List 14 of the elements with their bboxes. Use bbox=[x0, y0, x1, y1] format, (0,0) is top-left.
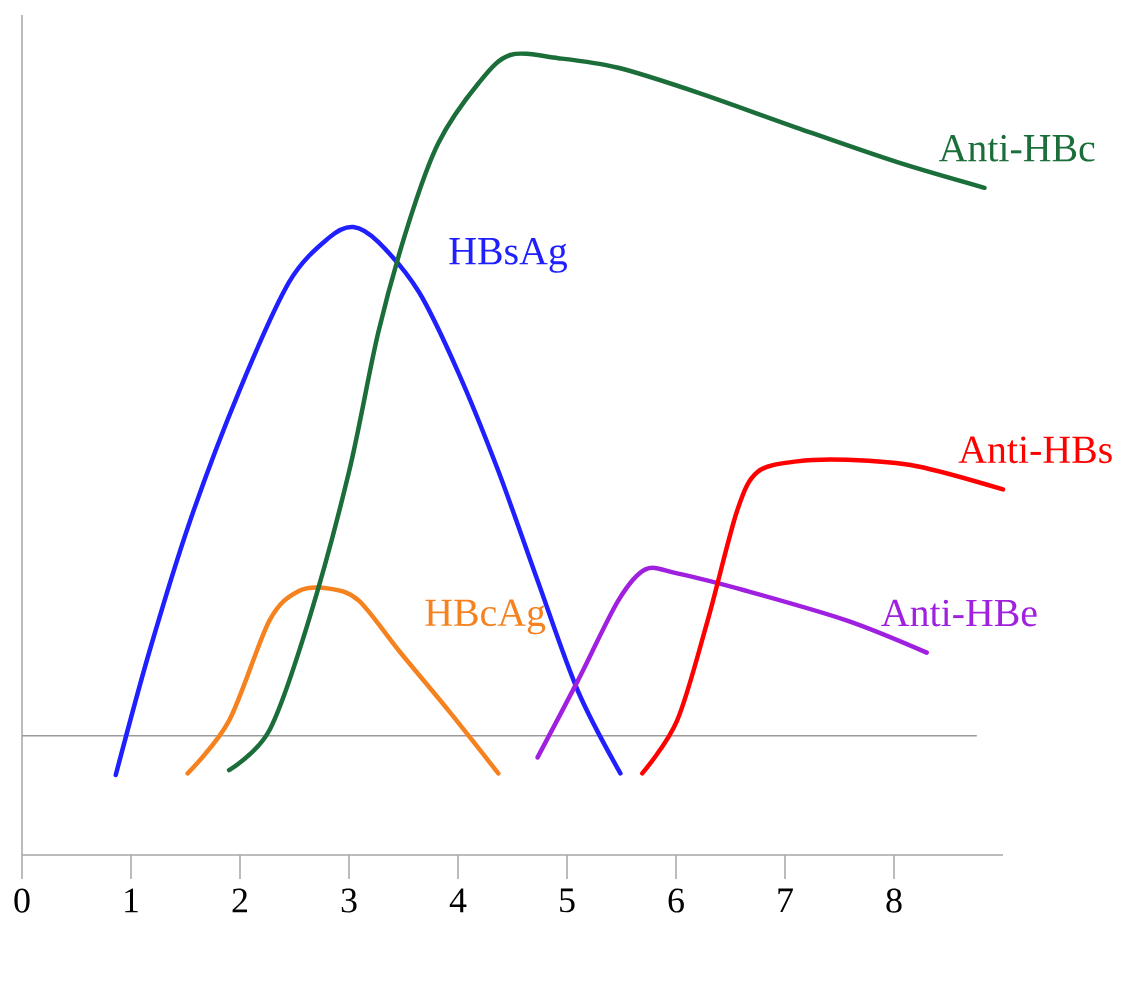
series-label: Anti-HBs bbox=[958, 436, 1112, 464]
x-tick-label: 2 bbox=[232, 888, 247, 913]
x-tick-label: 3 bbox=[341, 888, 357, 913]
x-tick-label: 1 bbox=[125, 888, 138, 913]
series-label: Anti-HBc bbox=[938, 134, 1095, 162]
x-tick-label: 7 bbox=[778, 888, 793, 912]
x-tick-label: 6 bbox=[668, 888, 684, 913]
x-tick-label: 0 bbox=[14, 888, 30, 913]
x-tick-label: 4 bbox=[449, 888, 467, 913]
series-label: HBsAg bbox=[449, 237, 567, 273]
x-tick-label: 5 bbox=[560, 888, 575, 913]
x-tick-label: 8 bbox=[886, 888, 902, 913]
series-label: HBcAg bbox=[425, 599, 546, 635]
series-label: Anti-HBe bbox=[881, 599, 1037, 627]
